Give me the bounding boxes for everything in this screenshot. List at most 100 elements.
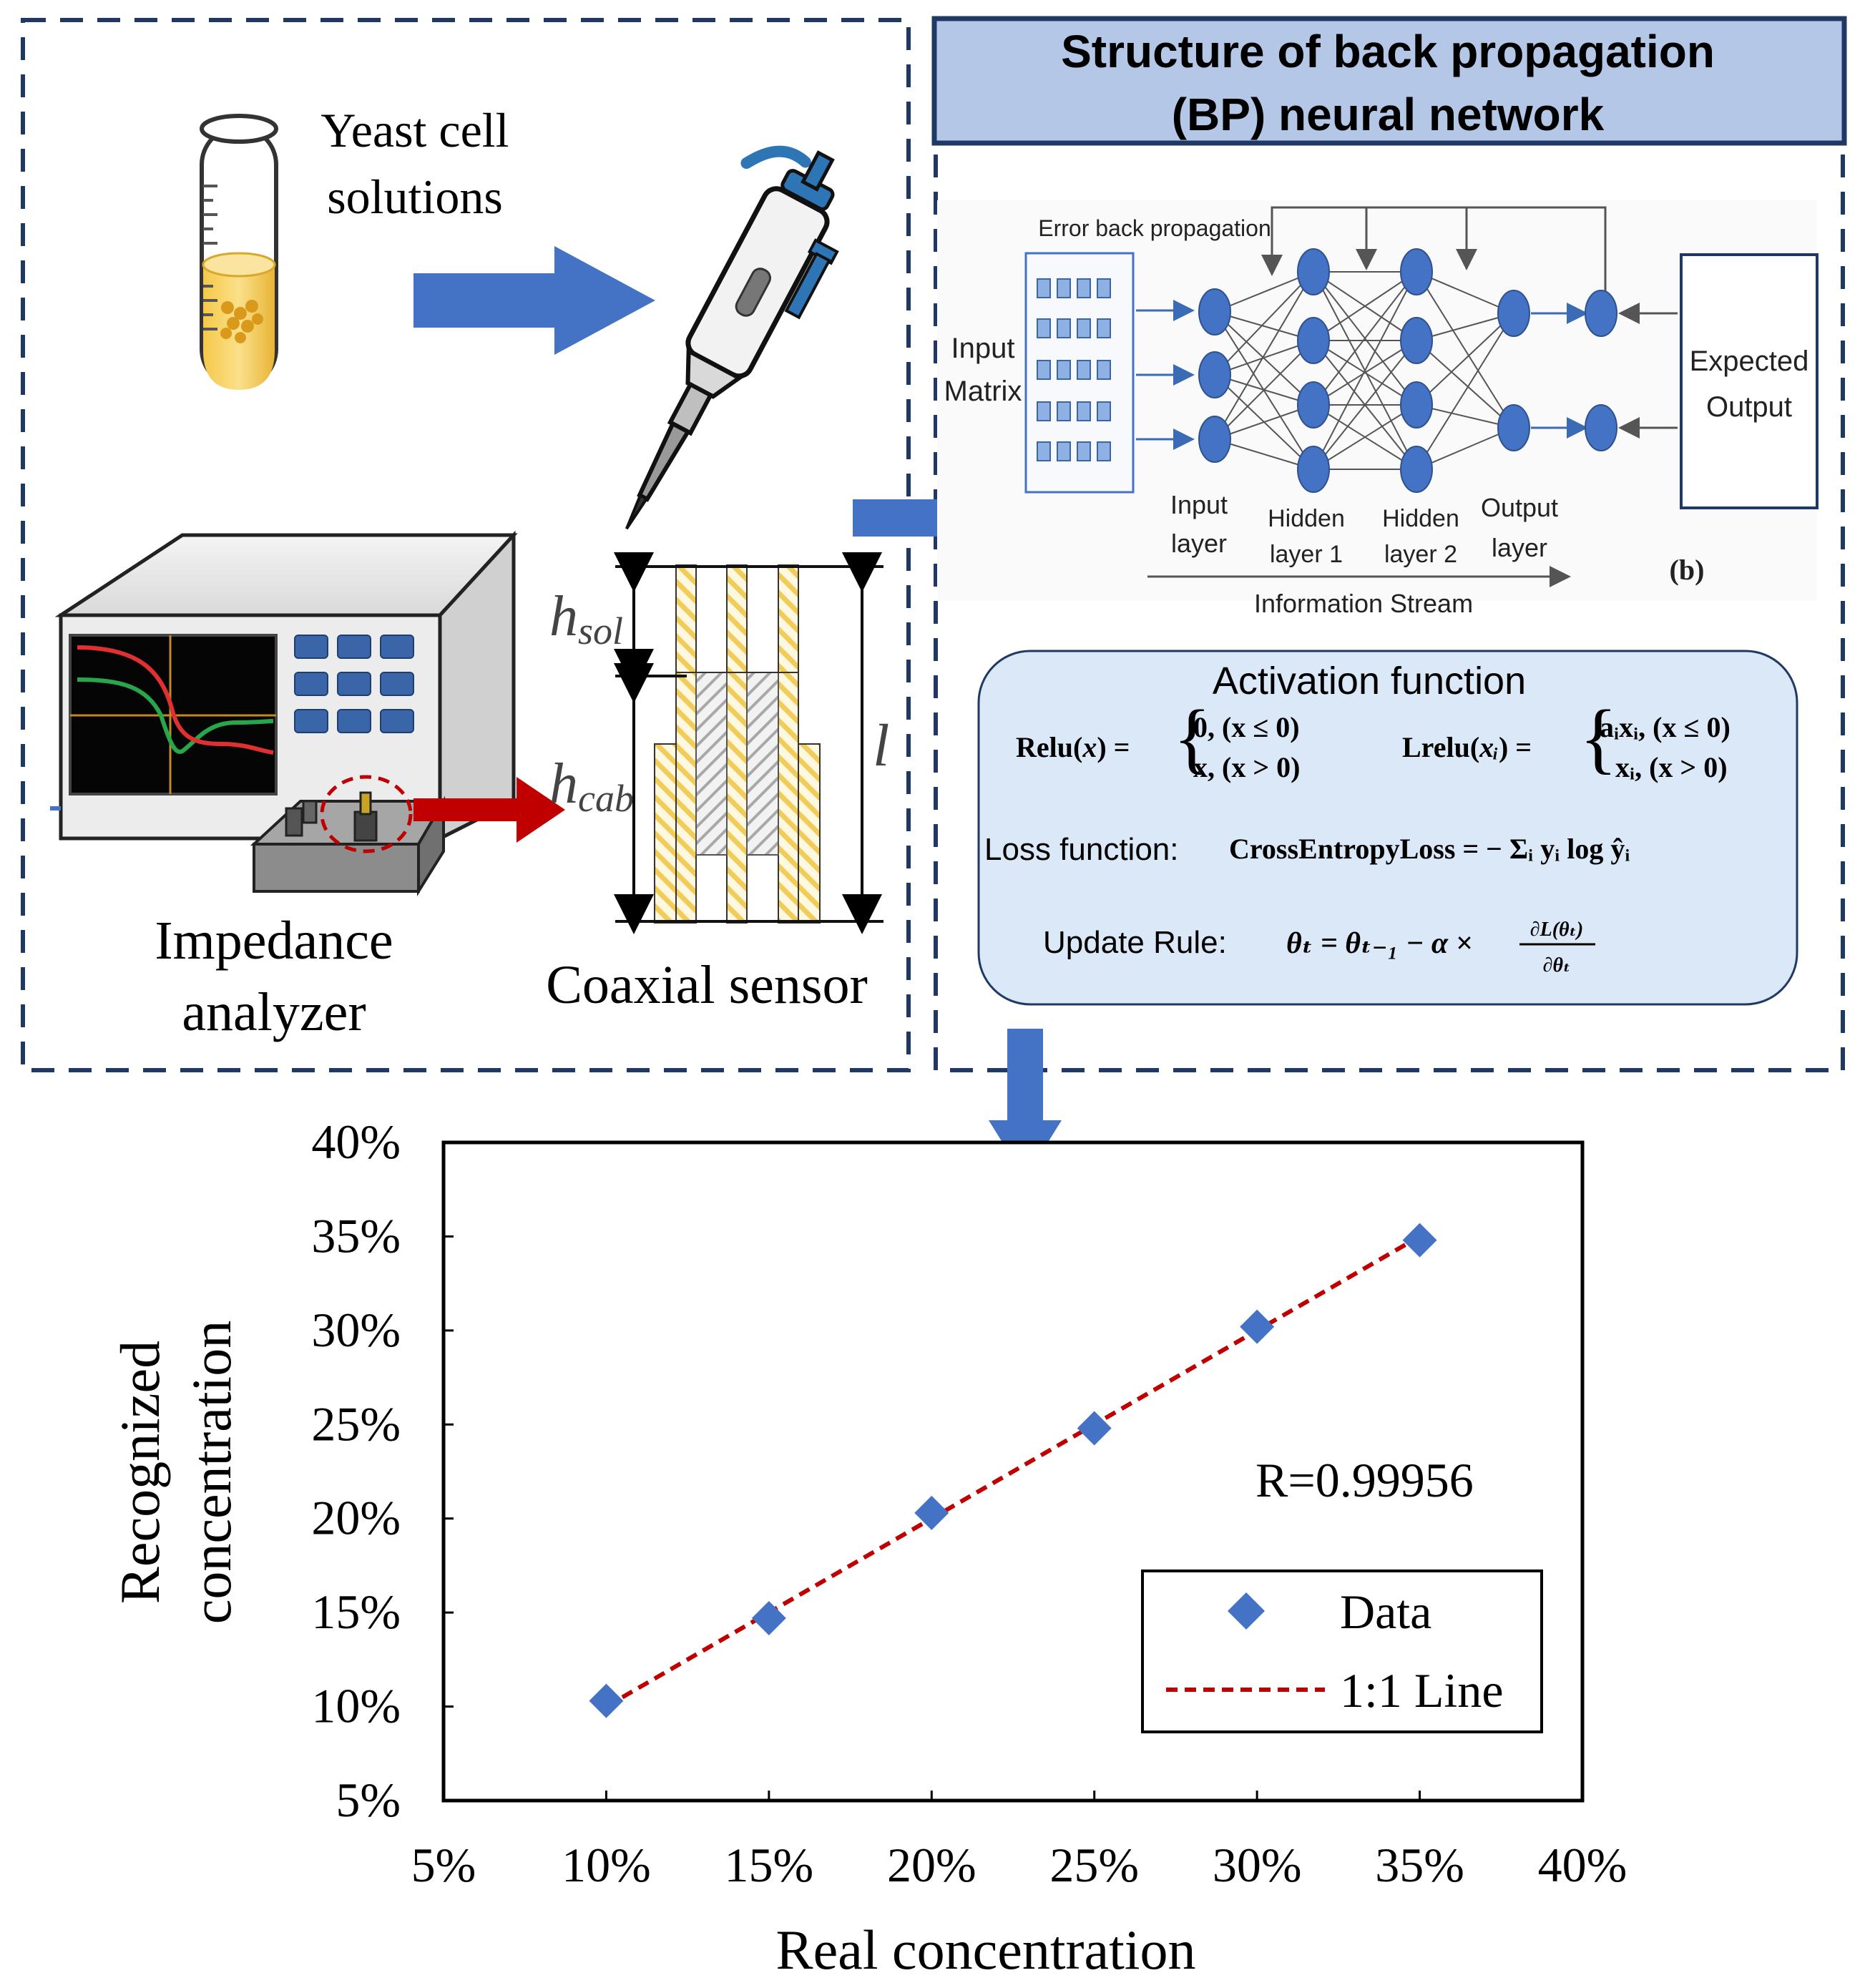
- y-tick-label: 5%: [336, 1773, 401, 1827]
- error-back-label: Error back propagation: [1038, 215, 1271, 241]
- network-edge: [1214, 271, 1314, 376]
- data-point-marker: [589, 1683, 624, 1718]
- data-point-marker: [1077, 1411, 1112, 1446]
- coaxial-sensor-icon: [614, 552, 883, 934]
- network-edge: [1214, 340, 1314, 440]
- legend-marker-data: [1228, 1592, 1265, 1630]
- y-axis-title-line1: Recognized: [109, 1341, 171, 1604]
- network-node: [1400, 381, 1433, 429]
- network-edge: [1416, 340, 1514, 429]
- network-node: [1297, 446, 1330, 493]
- tube-label-line2: solutions: [327, 170, 503, 224]
- x-tick-label: 25%: [1049, 1838, 1139, 1892]
- h-sol-label: hsol: [549, 585, 623, 652]
- scatter-chart: 5% 10% 15% 20% 25% 30% 35% 40% 5% 10% 15% 20% 25% 30%…: [109, 1115, 1627, 1981]
- legend-box: [1141, 1570, 1543, 1733]
- network-node: [1297, 317, 1330, 364]
- h-cab-subscript: cab: [578, 777, 634, 820]
- layer-label-hidden2-2: layer 2: [1384, 541, 1457, 568]
- layer-label-input-1: Input: [1170, 490, 1228, 519]
- network-node: [1297, 381, 1330, 429]
- network-node: [1297, 248, 1330, 295]
- update-fraction-den: ∂θₜ: [1543, 954, 1571, 976]
- lrelu-case-2: xᵢ, (x > 0): [1615, 751, 1728, 783]
- data-point-marker: [1402, 1223, 1437, 1258]
- activation-title: Activation function: [1213, 660, 1526, 702]
- network-edge: [1313, 340, 1417, 406]
- formula-box: [977, 650, 1798, 1006]
- layer-label-hidden1-1: Hidden: [1268, 505, 1345, 532]
- x-tick-label: 30%: [1213, 1838, 1302, 1892]
- network-node: [1198, 416, 1231, 463]
- bp-title-line2: (BP) neural network: [1172, 89, 1605, 140]
- loss-formula: CrossEntropyLoss = − Σᵢ yᵢ log ŷᵢ: [1229, 833, 1630, 865]
- x-tick-label: 15%: [725, 1838, 814, 1892]
- svg-text:{: {: [1580, 694, 1617, 781]
- svg-text:Lrelu(xᵢ) =: Lrelu(xᵢ) =: [1402, 731, 1532, 763]
- network-node: [1198, 288, 1231, 336]
- info-stream-label: Information Stream: [1254, 589, 1473, 618]
- relu-formula: Relu(x) = { 0, (x ≤ 0) x, (x > 0): [1016, 694, 1300, 783]
- tube-label-line1: Yeast cell: [320, 103, 509, 157]
- y-tick-label: 40%: [311, 1115, 401, 1169]
- y-tick-label: 20%: [311, 1491, 401, 1545]
- expected-output-line2: Output: [1706, 391, 1792, 423]
- relu-case-2: x, (x > 0): [1193, 751, 1300, 783]
- update-formula: θₜ = θₜ₋₁ − α ×: [1286, 927, 1473, 960]
- tick-labels: 5% 10% 15% 20% 25% 30% 35% 40% 5% 10% 15% 20% 25% 30%…: [311, 1115, 1627, 1892]
- network-node: [1400, 446, 1433, 493]
- update-label: Update Rule:: [1043, 925, 1227, 960]
- network-edge: [1214, 311, 1314, 341]
- x-axis-title: Real concentration: [776, 1919, 1196, 1981]
- impedance-analyzer-icon: [50, 530, 518, 896]
- y-tick-label: 15%: [311, 1585, 401, 1639]
- loss-label: Loss function:: [984, 832, 1179, 867]
- expected-output-line1: Expected: [1690, 346, 1809, 377]
- arrow-analyzer-to-sensor: [413, 777, 565, 843]
- h-sol-subscript: sol: [578, 609, 623, 652]
- layer-label-hidden2-1: Hidden: [1382, 505, 1459, 532]
- lrelu-case-1: aᵢxᵢ, (x ≤ 0): [1600, 711, 1731, 743]
- analyzer-label-line1: Impedance: [155, 911, 393, 971]
- network-edge: [1313, 271, 1417, 406]
- network-edge: [1313, 271, 1417, 341]
- h-cab-h: h: [549, 753, 578, 816]
- update-fraction-num: ∂L(θₜ): [1530, 919, 1584, 941]
- y-tick-label: 35%: [311, 1208, 401, 1263]
- network-edge: [1313, 404, 1417, 470]
- network-edge: [1313, 340, 1417, 470]
- panel-b-tag: (b): [1670, 554, 1705, 586]
- svg-text:Relu(x) =: Relu(x) =: [1016, 731, 1130, 763]
- legend-label-11: 1:1 Line: [1340, 1663, 1504, 1718]
- layer-label-hidden1-2: layer 1: [1270, 541, 1343, 568]
- network-edge: [1416, 271, 1514, 314]
- network-edge: [1416, 313, 1514, 470]
- data-point-marker: [1240, 1309, 1275, 1344]
- lrelu-formula: Lrelu(xᵢ) = { aᵢxᵢ, (x ≤ 0) xᵢ, (x > 0): [1402, 694, 1731, 783]
- relu-case-1: 0, (x ≤ 0): [1193, 711, 1300, 743]
- sensor-label: Coaxial sensor: [546, 955, 868, 1015]
- network-node: [1400, 248, 1433, 295]
- network-edge: [1214, 404, 1314, 440]
- l-label: l: [873, 713, 889, 779]
- arrow-tube-to-pipette: [413, 246, 655, 355]
- layer-label-output-2: layer: [1492, 533, 1547, 562]
- input-matrix-label-line2: Matrix: [944, 376, 1022, 407]
- y-tick-label: 10%: [311, 1679, 401, 1733]
- network-node: [1497, 290, 1530, 337]
- layer-label-input-2: layer: [1171, 529, 1227, 558]
- data-point-marker: [914, 1495, 949, 1530]
- x-tick-label: 35%: [1375, 1838, 1464, 1892]
- series-11-line: [604, 1234, 1421, 1709]
- lrelu-name: Lrelu: [1402, 731, 1470, 763]
- input-matrix-label-line1: Input: [951, 333, 1015, 364]
- pipette-icon: [625, 145, 839, 530]
- network-edge: [1416, 313, 1514, 341]
- network-edge: [1214, 340, 1314, 376]
- network-edge: [1416, 271, 1514, 429]
- network-edge: [1416, 313, 1514, 406]
- y-tick-label: 25%: [311, 1396, 401, 1451]
- test-tube-icon: [200, 114, 278, 390]
- x-tick-label: 5%: [411, 1838, 476, 1892]
